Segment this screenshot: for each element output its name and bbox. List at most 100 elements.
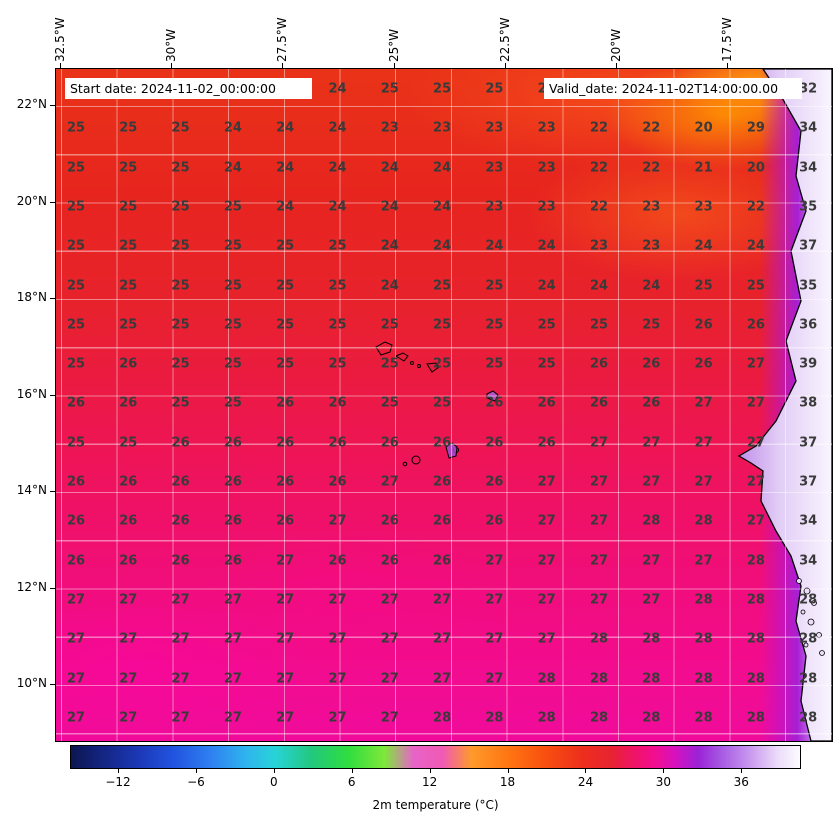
grid-value: 24 <box>380 238 399 254</box>
grid-value: 27 <box>433 592 452 608</box>
grid-value: 25 <box>171 395 190 411</box>
lon-tick <box>727 63 728 68</box>
grid-value: 28 <box>799 592 818 608</box>
grid-value: 27 <box>589 474 609 490</box>
grid-value: 37 <box>799 238 818 254</box>
grid-value: 27 <box>223 592 242 608</box>
grid-value: 27 <box>642 435 661 451</box>
grid-value: 27 <box>694 474 713 490</box>
grid-value: 28 <box>433 710 452 726</box>
map-plot-area: 25 25 25 24 24 24 25 25 25 23 23 22 22 22 32 25 25 25 24 24… <box>55 68 833 742</box>
grid-value: 26 <box>276 513 295 529</box>
grid-value: 25 <box>276 278 295 293</box>
grid-value: 25 <box>433 356 452 372</box>
grid-value: 25 <box>66 317 86 333</box>
grid-value: 25 <box>433 278 452 293</box>
grid-value: 27 <box>380 631 399 647</box>
grid-value: 24 <box>380 160 399 176</box>
lon-tick-label: 22.5°W <box>498 17 512 62</box>
grid-value: 25 <box>223 356 242 372</box>
grid-value: 25 <box>485 81 504 97</box>
grid-value: 27 <box>66 631 86 647</box>
grid-value: 27 <box>642 592 661 608</box>
grid-value: 23 <box>642 238 661 254</box>
colorbar-tick <box>507 769 509 773</box>
lon-tick-label: 27.5°W <box>275 17 289 62</box>
lon-tick <box>282 63 283 68</box>
grid-value: 27 <box>433 671 452 686</box>
grid-value: 27 <box>589 435 609 451</box>
lon-tick-label: 32.5°W <box>53 17 67 62</box>
grid-value: 25 <box>171 120 190 136</box>
grid-value: 28 <box>589 710 609 726</box>
grid-value: 28 <box>694 513 713 529</box>
grid-value: 27 <box>328 671 347 686</box>
grid-value: 26 <box>433 513 452 529</box>
grid-value: 25 <box>328 278 347 293</box>
grid-value: 25 <box>485 356 504 372</box>
colorbar-tick-label: 30 <box>655 775 671 789</box>
grid-value: 39 <box>799 356 818 372</box>
grid-value: 26 <box>223 435 242 451</box>
grid-value: 24 <box>328 81 347 97</box>
grid-value: 24 <box>537 238 556 254</box>
grid-value: 26 <box>276 474 295 490</box>
grid-value: 24 <box>276 120 295 136</box>
colorbar-tick <box>741 769 743 773</box>
grid-value: 26 <box>66 474 86 490</box>
grid-value: 24 <box>223 120 242 136</box>
grid-value: 28 <box>746 710 765 726</box>
grid-value: 27 <box>589 513 609 529</box>
grid-value: 25 <box>642 317 661 333</box>
grid-value: 28 <box>642 631 661 647</box>
grid-value: 23 <box>380 120 399 136</box>
grid-value: 25 <box>119 120 138 136</box>
grid-value: 24 <box>380 199 399 215</box>
grid-value: 25 <box>119 278 138 293</box>
grid-value: 26 <box>433 435 452 451</box>
grid-value: 26 <box>694 317 713 333</box>
grid-value: 37 <box>799 435 818 451</box>
grid-value: 27 <box>642 474 661 490</box>
grid-value: 26 <box>537 395 556 411</box>
grid-value: 26 <box>589 356 609 372</box>
grid-value: 25 <box>433 317 452 333</box>
grid-value: 28 <box>746 553 765 569</box>
grid-value: 28 <box>799 710 818 726</box>
grid-value: 27 <box>119 631 138 647</box>
colorbar-tick <box>195 769 197 773</box>
grid-value: 27 <box>537 631 556 647</box>
colorbar-tick-label: 24 <box>577 775 594 789</box>
grid-value: 28 <box>485 710 504 726</box>
grid-value: 28 <box>799 671 818 686</box>
grid-value: 24 <box>433 199 452 215</box>
grid-value: 24 <box>328 160 347 176</box>
grid-value: 28 <box>642 710 661 726</box>
lat-tick <box>50 684 55 685</box>
grid-value: 27 <box>223 631 242 647</box>
grid-value: 35 <box>799 199 818 215</box>
grid-value: 27 <box>589 553 609 569</box>
grid-value: 25 <box>119 199 138 215</box>
grid-value: 22 <box>589 160 609 176</box>
grid-value: 27 <box>380 474 399 490</box>
grid-value: 27 <box>119 710 138 726</box>
grid-value: 23 <box>642 199 661 215</box>
colorbar-tick-label: 36 <box>733 775 749 789</box>
grid-value: 28 <box>537 710 556 726</box>
graticule-gridlines <box>56 69 832 741</box>
grid-value: 27 <box>328 631 347 647</box>
grid-value: 27 <box>642 553 661 569</box>
grid-value: 25 <box>694 278 713 293</box>
grid-value: 25 <box>66 199 86 215</box>
grid-value: 28 <box>694 710 713 726</box>
grid-value: 24 <box>694 238 713 254</box>
grid-value: 25 <box>328 356 347 372</box>
grid-value: 27 <box>223 671 242 686</box>
grid-value: 25 <box>171 238 190 254</box>
cape-verde-islands <box>375 341 499 467</box>
grid-value: 28 <box>537 671 556 686</box>
grid-value: 34 <box>799 553 818 569</box>
grid-value: 28 <box>589 631 609 647</box>
grid-value: 27 <box>171 631 190 647</box>
